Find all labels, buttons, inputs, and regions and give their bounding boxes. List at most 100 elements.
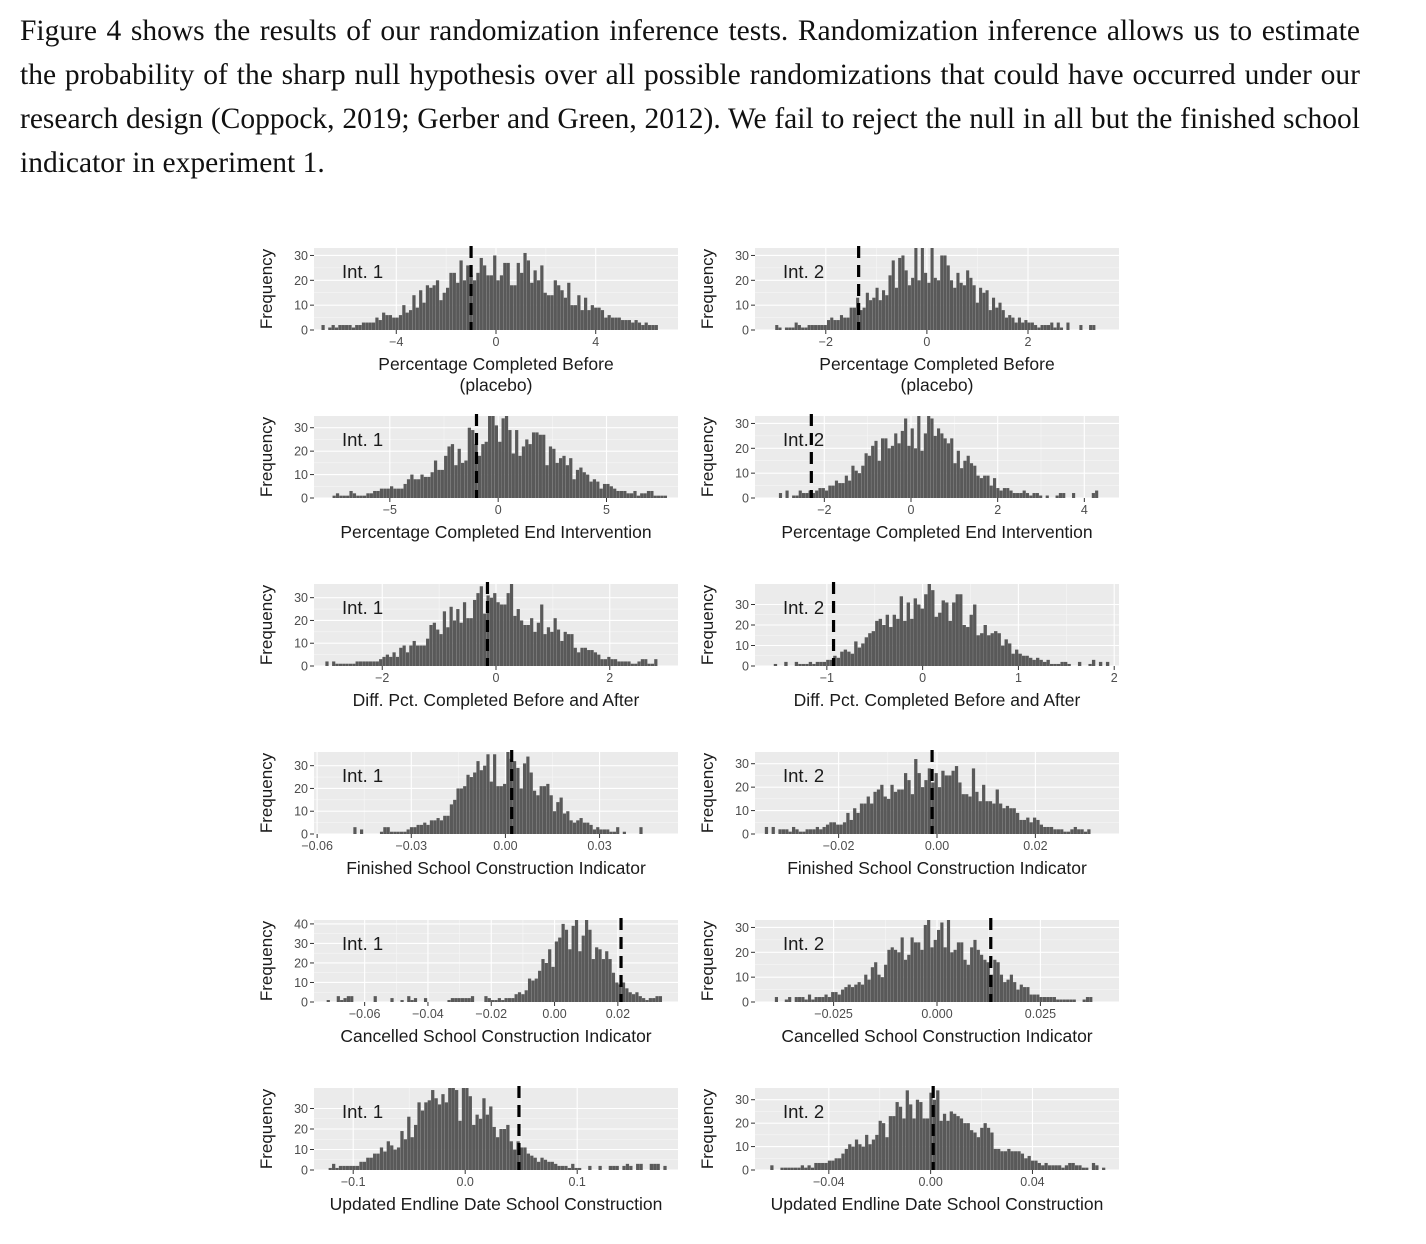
histogram-bar bbox=[889, 627, 893, 666]
histogram-bar bbox=[814, 997, 818, 1002]
histogram-bar bbox=[821, 997, 825, 1002]
histogram-bar bbox=[844, 1148, 848, 1170]
histogram-bar bbox=[425, 285, 430, 330]
histogram-bar bbox=[861, 643, 865, 666]
histogram-bar bbox=[488, 416, 492, 498]
y-tick-label: 20 bbox=[294, 1123, 308, 1137]
histogram-bar bbox=[1056, 999, 1060, 1002]
histogram-bar bbox=[497, 998, 501, 1002]
histogram-bar bbox=[586, 822, 590, 834]
histogram-bar bbox=[637, 322, 642, 330]
histogram-bar bbox=[989, 485, 993, 498]
histogram-bar bbox=[520, 272, 524, 330]
histogram-bar bbox=[832, 822, 836, 834]
histogram-bar bbox=[524, 990, 528, 1002]
x-tick-label: 0.00 bbox=[918, 1175, 942, 1189]
histogram-bar bbox=[368, 661, 373, 666]
histogram-bar bbox=[543, 1159, 548, 1170]
histogram-bar bbox=[1037, 327, 1041, 330]
histogram-bar bbox=[615, 1165, 619, 1170]
histogram-bar bbox=[881, 438, 885, 498]
histogram-bar bbox=[385, 654, 389, 666]
histogram-panel-r5c1: −0.06 −0.04 −0.02 0.00 0.02 0 10 20 30 40 Frequenc… bbox=[257, 917, 678, 1046]
histogram-bar bbox=[413, 479, 417, 498]
histogram-bar bbox=[663, 1165, 667, 1170]
histogram-bar bbox=[878, 300, 882, 330]
histogram-bar bbox=[1034, 1160, 1038, 1170]
histogram-bar bbox=[582, 822, 587, 834]
histogram-bar bbox=[649, 1163, 653, 1170]
histogram-bar bbox=[366, 1157, 370, 1170]
y-tick-label: 10 bbox=[294, 1143, 308, 1157]
histogram-bar bbox=[382, 656, 386, 666]
histogram-bar bbox=[996, 962, 1000, 1002]
histogram-bar bbox=[920, 949, 924, 1002]
histogram-bar bbox=[851, 1146, 855, 1170]
histogram-bar bbox=[432, 622, 436, 666]
histogram-bar bbox=[525, 439, 529, 498]
y-tick-label: 30 bbox=[294, 591, 308, 605]
histogram-bar bbox=[825, 490, 829, 498]
histogram-bar bbox=[620, 661, 624, 666]
histogram-bar bbox=[980, 633, 984, 666]
histogram-bar bbox=[1032, 493, 1036, 498]
histogram-bar bbox=[522, 763, 527, 834]
histogram-bar bbox=[439, 300, 443, 330]
histogram-bar bbox=[849, 307, 853, 330]
histogram-bar bbox=[506, 593, 510, 666]
histogram-bar bbox=[376, 490, 380, 498]
histogram-bar bbox=[1032, 659, 1036, 666]
histogram-bar bbox=[950, 952, 954, 1002]
histogram-bar bbox=[920, 608, 924, 666]
histogram-bar bbox=[801, 327, 805, 330]
y-tick-label: 10 bbox=[294, 468, 308, 482]
x-axis-title: Percentage Completed End Intervention bbox=[340, 522, 651, 542]
histogram-bar bbox=[429, 287, 433, 330]
histogram-bar bbox=[843, 649, 848, 666]
histogram-bar bbox=[1029, 994, 1033, 1002]
histogram-bar bbox=[997, 633, 1001, 666]
histogram-bar bbox=[489, 781, 493, 834]
histogram-bar bbox=[1079, 325, 1083, 330]
histogram-bar bbox=[976, 635, 980, 666]
histogram-bar bbox=[543, 292, 547, 330]
histogram-bar bbox=[459, 788, 463, 834]
intervention-label: Int. 1 bbox=[342, 933, 383, 954]
histogram-bar bbox=[1039, 659, 1043, 666]
histogram-bar bbox=[410, 474, 414, 498]
histogram-bar bbox=[358, 325, 362, 330]
histogram-bar bbox=[520, 620, 524, 666]
histogram-bar bbox=[651, 325, 655, 330]
histogram-bar bbox=[841, 1153, 845, 1170]
histogram-bar bbox=[395, 317, 399, 330]
histogram-bar bbox=[570, 305, 574, 330]
histogram-bar bbox=[808, 661, 813, 666]
histogram-bar bbox=[1032, 817, 1037, 834]
histogram-bar bbox=[960, 942, 964, 1002]
histogram-bar bbox=[328, 1167, 332, 1170]
histogram-bar bbox=[924, 780, 928, 834]
y-axis-title: Frequency bbox=[698, 416, 717, 497]
histogram-bar bbox=[614, 317, 618, 330]
histogram-bar bbox=[1002, 488, 1007, 498]
x-tick-label: −0.02 bbox=[823, 839, 855, 853]
histogram-bar bbox=[559, 797, 563, 834]
histogram-bar bbox=[466, 265, 470, 330]
histogram-bar bbox=[953, 463, 957, 498]
histogram-bar bbox=[958, 782, 962, 834]
histogram-panel-r6c2: −0.04 0.00 0.04 0 10 20 30 Frequency Updated End… bbox=[698, 1086, 1119, 1214]
histogram-bar bbox=[477, 455, 482, 498]
histogram-bar bbox=[1049, 997, 1053, 1002]
histogram-bar bbox=[484, 441, 488, 498]
histogram-bar bbox=[609, 486, 613, 498]
histogram-bar bbox=[390, 998, 394, 1002]
histogram-bar bbox=[379, 1147, 384, 1170]
histogram-bar bbox=[516, 1141, 520, 1170]
histogram-bar bbox=[569, 458, 573, 498]
x-axis-title: Updated Endline Date School Construction bbox=[330, 1194, 663, 1214]
histogram-bar bbox=[550, 1161, 554, 1170]
histogram-bar bbox=[788, 997, 792, 1002]
histogram-bar bbox=[541, 959, 545, 1002]
histogram-bar bbox=[383, 1151, 387, 1170]
histogram-bar bbox=[513, 615, 517, 666]
